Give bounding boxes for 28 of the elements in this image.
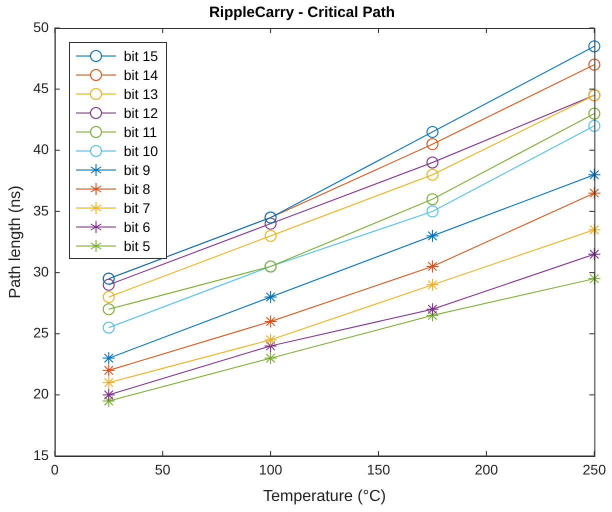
legend-label: bit 9 bbox=[124, 162, 150, 178]
y-tick-label: 45 bbox=[33, 80, 49, 96]
chart-title: RippleCarry - Critical Path bbox=[209, 4, 395, 22]
y-tick-label: 15 bbox=[33, 446, 49, 463]
y-tick-label: 20 bbox=[33, 386, 49, 402]
legend-label: bit 13 bbox=[124, 86, 158, 102]
y-tick-label: 35 bbox=[33, 202, 49, 218]
x-tick-label: 100 bbox=[258, 461, 282, 478]
x-tick-label: 200 bbox=[474, 461, 498, 478]
y-axis-title: Path length (ns) bbox=[7, 186, 24, 298]
legend-label: bit 5 bbox=[124, 238, 150, 254]
legend-label: bit 6 bbox=[124, 218, 150, 234]
x-tick-label: 250 bbox=[582, 461, 606, 478]
x-axis-title: Temperature (°C) bbox=[263, 488, 386, 505]
legend-label: bit 7 bbox=[124, 200, 150, 216]
legend-label: bit 8 bbox=[124, 180, 150, 196]
x-tick-label: 0 bbox=[50, 461, 59, 478]
y-tick-label: 40 bbox=[33, 141, 49, 158]
legend-label: bit 10 bbox=[124, 142, 158, 158]
x-tick-label: 150 bbox=[366, 461, 390, 478]
legend-label: bit 11 bbox=[124, 124, 157, 140]
legend-label: bit 14 bbox=[124, 66, 158, 82]
legend-label: bit 12 bbox=[124, 104, 158, 120]
y-tick-label: 30 bbox=[33, 263, 49, 280]
y-tick-label: 25 bbox=[33, 324, 49, 341]
x-tick-label: 50 bbox=[154, 461, 171, 478]
legend-label: bit 15 bbox=[124, 48, 158, 64]
y-tick-label: 50 bbox=[33, 18, 49, 35]
